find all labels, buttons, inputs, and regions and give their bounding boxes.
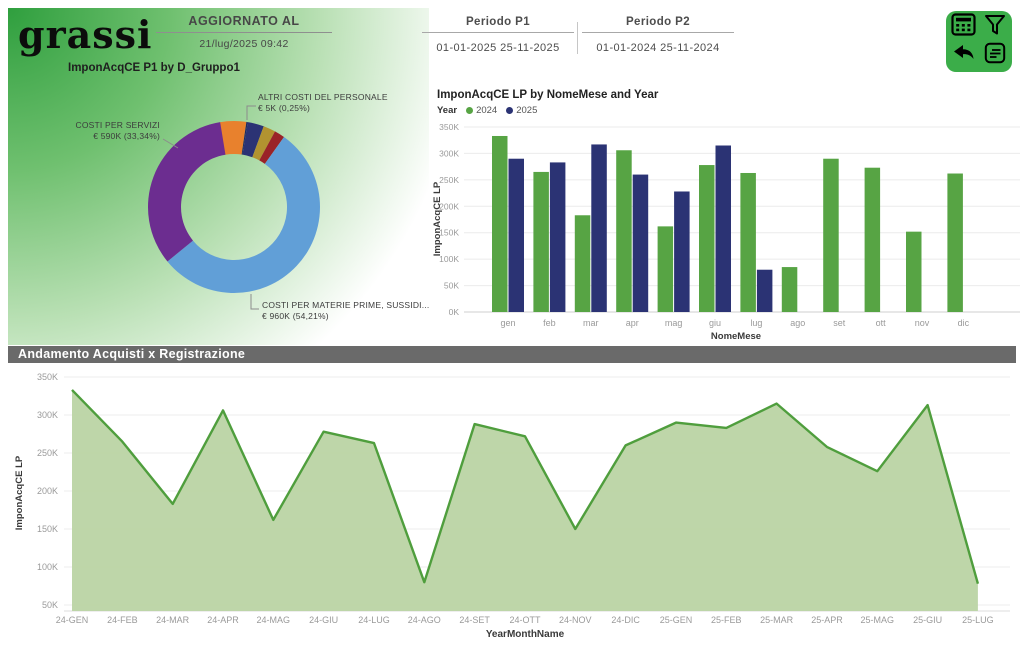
- svg-text:24-SET: 24-SET: [459, 615, 490, 625]
- svg-text:giu: giu: [709, 318, 721, 328]
- svg-text:300K: 300K: [439, 148, 459, 158]
- svg-text:25-MAR: 25-MAR: [760, 615, 794, 625]
- callout-label: ALTRI COSTI DEL PERSONALE: [258, 92, 388, 102]
- updated-at-block: AGGIORNATO AL 21/lug/2025 09:42: [156, 14, 332, 50]
- svg-text:feb: feb: [543, 318, 556, 328]
- svg-text:ImponAcqCE LP: ImponAcqCE LP: [14, 455, 25, 530]
- svg-text:50K: 50K: [444, 281, 459, 291]
- bar-chart-title: ImponAcqCE LP by NomeMese and Year: [437, 89, 659, 101]
- svg-text:25-APR: 25-APR: [811, 615, 843, 625]
- toolbar-panel: [946, 11, 1012, 72]
- period-p2-label: Periodo P2: [582, 16, 734, 33]
- updated-at-value: 21/lug/2025 09:42: [199, 38, 289, 50]
- svg-text:24-GEN: 24-GEN: [56, 615, 89, 625]
- legend-item-2025[interactable]: 2025: [506, 105, 537, 116]
- notes-button[interactable]: [981, 43, 1009, 69]
- svg-text:100K: 100K: [37, 562, 58, 572]
- callout-value: € 590K (33,34%): [93, 131, 160, 141]
- svg-text:24-DIC: 24-DIC: [611, 615, 640, 625]
- donut-callout-materie-prime: COSTI PER MATERIE PRIME, SUSSIDI... € 96…: [262, 300, 472, 322]
- legend-label-2025: 2025: [516, 105, 538, 116]
- bar-chart-legend: Year 2024 2025: [437, 105, 537, 116]
- updated-at-label: AGGIORNATO AL: [156, 14, 332, 33]
- donut-callout-costi-servizi: COSTI PER SERVIZI € 590K (33,34%): [30, 120, 160, 142]
- company-logo: grassi: [18, 12, 153, 57]
- bar-chart[interactable]: 0K 50K 100K 150K 200K 250K 300K 350K gen feb mar ap…: [430, 88, 1024, 343]
- svg-text:set: set: [833, 318, 846, 328]
- period-p2-value: 01-01-2024 25-11-2024: [596, 42, 720, 54]
- svg-text:0K: 0K: [449, 307, 460, 317]
- period-p1-block[interactable]: Periodo P1 01-01-2025 25-11-2025: [422, 16, 574, 54]
- svg-text:300K: 300K: [37, 410, 58, 420]
- callout-value: € 960K (54,21%): [262, 311, 329, 321]
- undo-button[interactable]: [950, 43, 978, 69]
- svg-text:25-GEN: 25-GEN: [660, 615, 693, 625]
- svg-text:350K: 350K: [439, 122, 459, 132]
- svg-text:YearMonthName: YearMonthName: [486, 629, 565, 640]
- filter-button[interactable]: [981, 14, 1009, 40]
- svg-text:gen: gen: [500, 318, 515, 328]
- svg-text:24-LUG: 24-LUG: [358, 615, 390, 625]
- calculator-button[interactable]: [950, 13, 978, 41]
- period-p1-value: 01-01-2025 25-11-2025: [436, 42, 560, 54]
- legend-label-2024: 2024: [476, 105, 498, 116]
- svg-text:NomeMese: NomeMese: [711, 331, 761, 342]
- svg-text:apr: apr: [626, 318, 639, 328]
- svg-text:nov: nov: [915, 318, 930, 328]
- svg-text:50K: 50K: [42, 600, 58, 610]
- svg-text:ago: ago: [790, 318, 805, 328]
- svg-text:25-FEB: 25-FEB: [711, 615, 742, 625]
- svg-text:24-AGO: 24-AGO: [408, 615, 441, 625]
- legend-title: Year: [437, 105, 458, 116]
- calculator-icon: [951, 13, 976, 41]
- period-p1-label: Periodo P1: [422, 16, 574, 33]
- callout-label: COSTI PER SERVIZI: [75, 120, 160, 130]
- legend-dot-2024: [466, 107, 474, 114]
- callout-label: COSTI PER MATERIE PRIME, SUSSIDI...: [262, 300, 430, 310]
- period-p2-block[interactable]: Periodo P2 01-01-2024 25-11-2024: [582, 16, 734, 54]
- svg-text:ImponAcqCE LP: ImponAcqCE LP: [432, 181, 443, 256]
- donut-callout-altri-costi: ALTRI COSTI DEL PERSONALE € 5K (0,25%): [258, 92, 388, 114]
- undo-arrow-icon: [952, 43, 976, 68]
- donut-chart-title: ImponAcqCE P1 by D_Gruppo1: [68, 62, 240, 74]
- donut-chart[interactable]: [0, 0, 430, 350]
- callout-value: € 5K (0,25%): [258, 103, 311, 113]
- area-chart[interactable]: 50K 100K 150K 200K 250K 300K 350K 24-GEN 24-FEB 2…: [8, 363, 1016, 651]
- legend-dot-2025: [506, 107, 514, 114]
- svg-text:mag: mag: [665, 318, 683, 328]
- svg-text:24-OTT: 24-OTT: [509, 615, 541, 625]
- svg-text:lug: lug: [750, 318, 762, 328]
- legend-item-2024[interactable]: 2024: [466, 105, 497, 116]
- svg-text:150K: 150K: [37, 524, 58, 534]
- svg-text:24-MAG: 24-MAG: [257, 615, 291, 625]
- svg-text:25-LUG: 25-LUG: [962, 615, 994, 625]
- svg-text:200K: 200K: [439, 201, 459, 211]
- svg-text:24-NOV: 24-NOV: [559, 615, 592, 625]
- svg-text:150K: 150K: [439, 228, 459, 238]
- svg-text:250K: 250K: [439, 175, 459, 185]
- svg-text:dic: dic: [958, 318, 970, 328]
- svg-text:mar: mar: [583, 318, 599, 328]
- svg-text:250K: 250K: [37, 448, 58, 458]
- area-section-banner: Andamento Acquisti x Registrazione: [8, 346, 1016, 363]
- svg-text:24-FEB: 24-FEB: [107, 615, 138, 625]
- svg-text:24-MAR: 24-MAR: [156, 615, 190, 625]
- svg-text:ott: ott: [876, 318, 887, 328]
- svg-text:100K: 100K: [439, 254, 459, 264]
- svg-text:350K: 350K: [37, 372, 58, 382]
- svg-text:24-GIU: 24-GIU: [309, 615, 338, 625]
- period-divider: [577, 22, 578, 54]
- svg-text:200K: 200K: [37, 486, 58, 496]
- svg-text:24-APR: 24-APR: [207, 615, 239, 625]
- svg-text:25-GIU: 25-GIU: [913, 615, 942, 625]
- filter-icon: [984, 14, 1006, 41]
- svg-text:25-MAG: 25-MAG: [861, 615, 895, 625]
- notes-icon: [984, 42, 1006, 69]
